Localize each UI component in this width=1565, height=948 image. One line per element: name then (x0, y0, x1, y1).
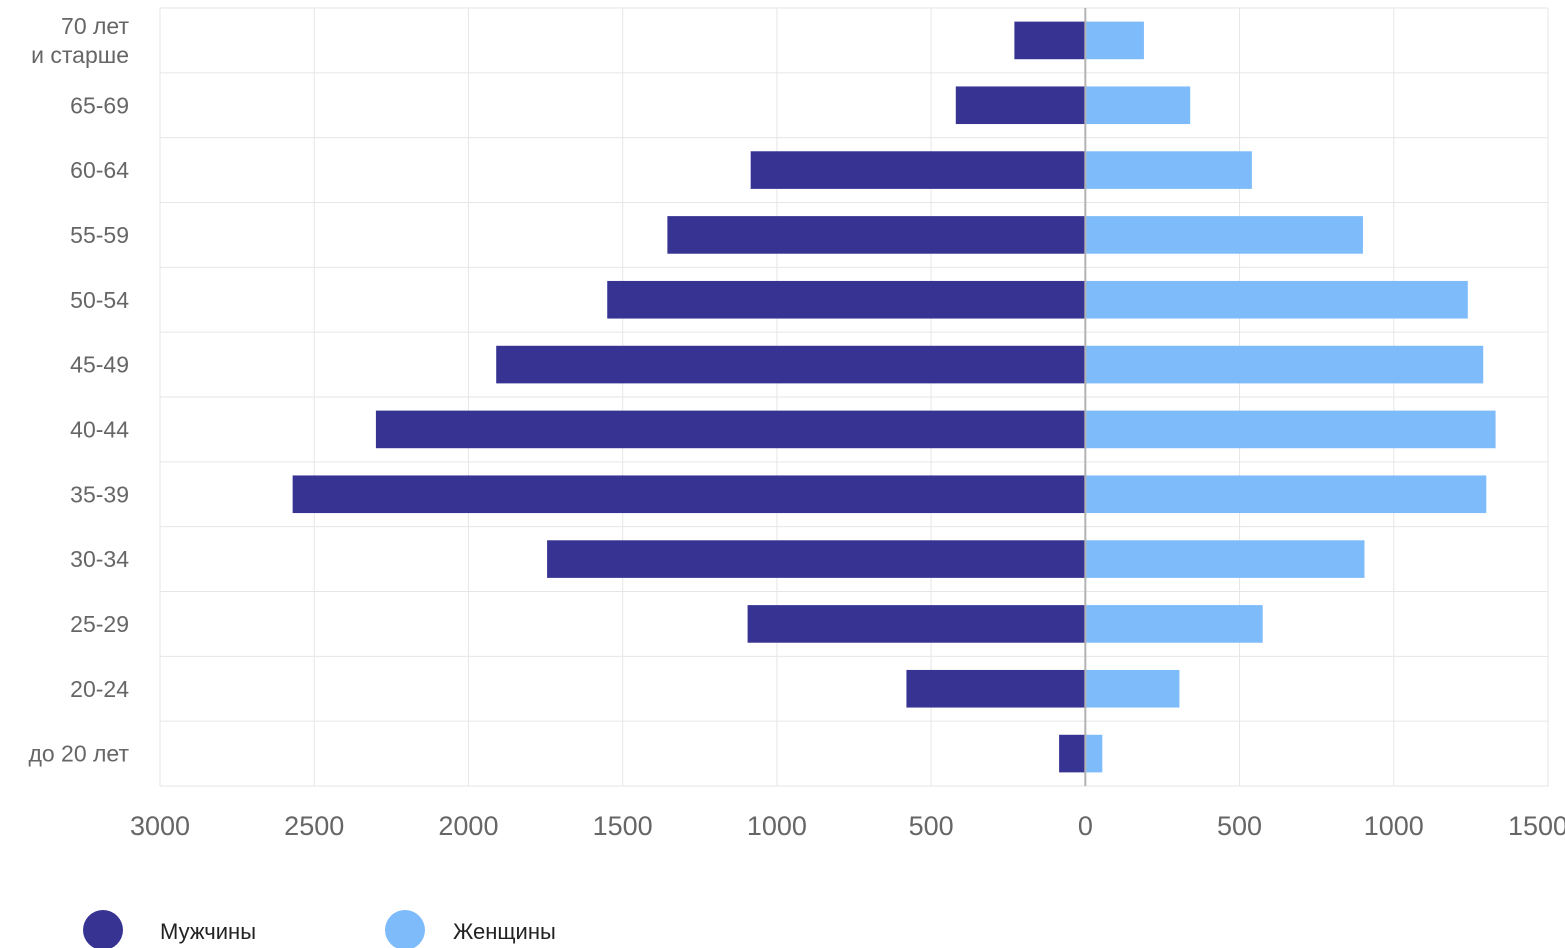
bar-female-5 (1085, 345, 1484, 384)
bar-male-5 (496, 345, 1086, 384)
x-tick-label-0: 3000 (130, 811, 190, 841)
bar-male-3 (667, 216, 1086, 254)
legend-swatch-male (83, 910, 123, 948)
bar-female-2 (1085, 151, 1252, 189)
bar-male-1 (955, 86, 1086, 125)
category-label-2: 60-64 (70, 157, 129, 183)
category-label-1: 65-69 (70, 92, 129, 118)
category-label-5: 45-49 (70, 352, 129, 378)
x-tick-label-8: 1000 (1364, 811, 1424, 841)
bar-female-3 (1085, 216, 1363, 254)
bar-male-10 (906, 669, 1086, 708)
bar-female-1 (1085, 86, 1191, 125)
category-label-0-line-1: и старше (31, 42, 129, 68)
bar-male-4 (607, 280, 1086, 319)
bar-female-8 (1085, 540, 1365, 578)
category-label-8: 30-34 (70, 546, 129, 572)
bar-female-7 (1085, 475, 1487, 514)
bar-female-10 (1085, 669, 1180, 708)
category-label-7: 35-39 (70, 481, 129, 507)
category-label-10: 20-24 (70, 676, 129, 702)
legend: Мужчины Женщины (83, 910, 556, 948)
legend-label-male: Мужчины (160, 919, 256, 944)
bar-male-9 (747, 605, 1086, 643)
axis: 70 лет и старше 65-69 60-64 55-59 50-54 45-49 4… (28, 8, 1565, 841)
bar-male-11 (1059, 734, 1086, 773)
x-tick-label-4: 1000 (747, 811, 807, 841)
x-tick-label-2: 2000 (438, 811, 498, 841)
x-tick-label-7: 500 (1217, 811, 1262, 841)
x-tick-label-9: 1500 (1508, 811, 1565, 841)
bar-female-0 (1085, 21, 1144, 60)
category-label-9: 25-29 (70, 611, 129, 637)
bar-female-9 (1085, 605, 1263, 643)
category-label-0-line-0: 70 лет (61, 13, 129, 39)
category-label-6: 40-44 (70, 416, 129, 442)
bar-male-6 (375, 410, 1086, 449)
bar-male-2 (750, 151, 1086, 189)
category-label-3: 55-59 (70, 222, 129, 248)
x-tick-label-1: 2500 (284, 811, 344, 841)
category-label-11: до 20 лет (28, 741, 129, 767)
bar-female-11 (1085, 734, 1103, 773)
legend-swatch-female (385, 910, 425, 948)
bar-female-4 (1085, 280, 1468, 319)
legend-label-female: Женщины (453, 919, 556, 944)
bar-male-7 (292, 475, 1086, 514)
category-label-4: 50-54 (70, 287, 129, 313)
x-tick-label-6: 0 (1078, 811, 1093, 841)
bars (292, 21, 1496, 773)
bar-male-8 (547, 540, 1086, 578)
x-tick-label-5: 500 (909, 811, 954, 841)
grid (159, 7, 1549, 787)
x-tick-label-3: 1500 (593, 811, 653, 841)
bar-male-0 (1014, 21, 1086, 60)
bar-female-6 (1085, 410, 1496, 449)
